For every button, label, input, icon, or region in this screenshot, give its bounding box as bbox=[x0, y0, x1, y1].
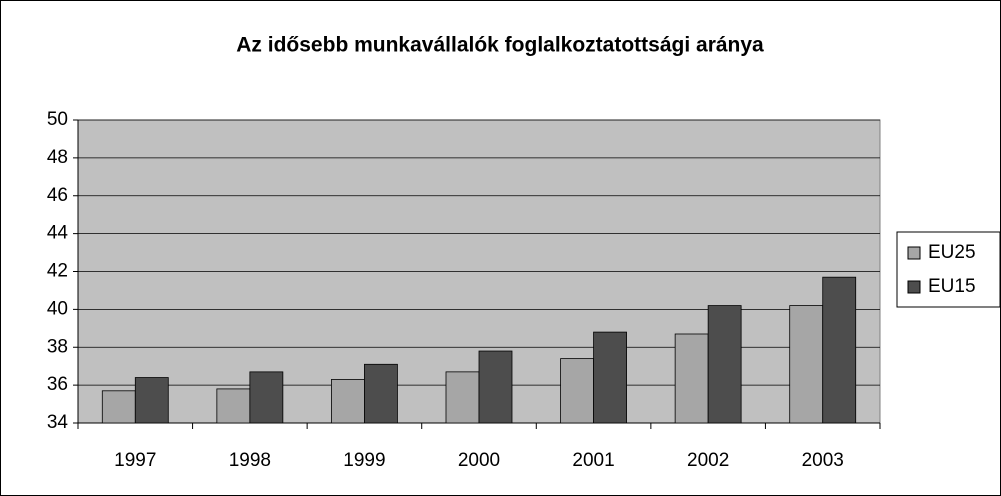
y-tick-label: 38 bbox=[47, 336, 68, 357]
bar bbox=[331, 379, 365, 424]
y-tick-label: 50 bbox=[47, 109, 68, 130]
bar bbox=[134, 377, 169, 424]
legend-label: EU15 bbox=[928, 276, 976, 297]
bar bbox=[674, 333, 709, 424]
y-tick-label: 42 bbox=[47, 261, 68, 282]
bar bbox=[101, 390, 136, 424]
y-tick-label: 44 bbox=[47, 223, 69, 244]
legend-label: EU25 bbox=[928, 242, 976, 263]
bar bbox=[364, 363, 398, 424]
bar bbox=[789, 305, 824, 424]
chart-title: Az idősebb munkavállalók foglalkoztatott… bbox=[236, 34, 764, 57]
y-tick-label: 36 bbox=[47, 374, 68, 395]
x-tick-label: 1997 bbox=[114, 450, 156, 471]
x-tick-label: 2002 bbox=[687, 450, 729, 471]
y-tick-label: 34 bbox=[47, 412, 69, 433]
bar bbox=[560, 358, 594, 424]
bar bbox=[249, 371, 284, 424]
bar bbox=[445, 371, 480, 424]
x-tick-label: 2003 bbox=[802, 450, 844, 471]
legend-swatch bbox=[907, 280, 921, 294]
legend-swatch bbox=[907, 246, 921, 260]
y-tick-label: 46 bbox=[47, 185, 68, 206]
y-tick-label: 40 bbox=[47, 298, 68, 319]
legend-box bbox=[896, 231, 1001, 308]
x-tick-label: 2001 bbox=[572, 450, 614, 471]
bar bbox=[478, 350, 513, 424]
bar bbox=[822, 276, 857, 424]
bar bbox=[216, 388, 251, 424]
x-tick-label: 2000 bbox=[458, 450, 500, 471]
x-tick-label: 1999 bbox=[343, 450, 385, 471]
bar bbox=[593, 331, 627, 424]
y-tick-label: 48 bbox=[47, 147, 68, 168]
x-tick-label: 1998 bbox=[229, 450, 271, 471]
bar bbox=[707, 305, 742, 424]
